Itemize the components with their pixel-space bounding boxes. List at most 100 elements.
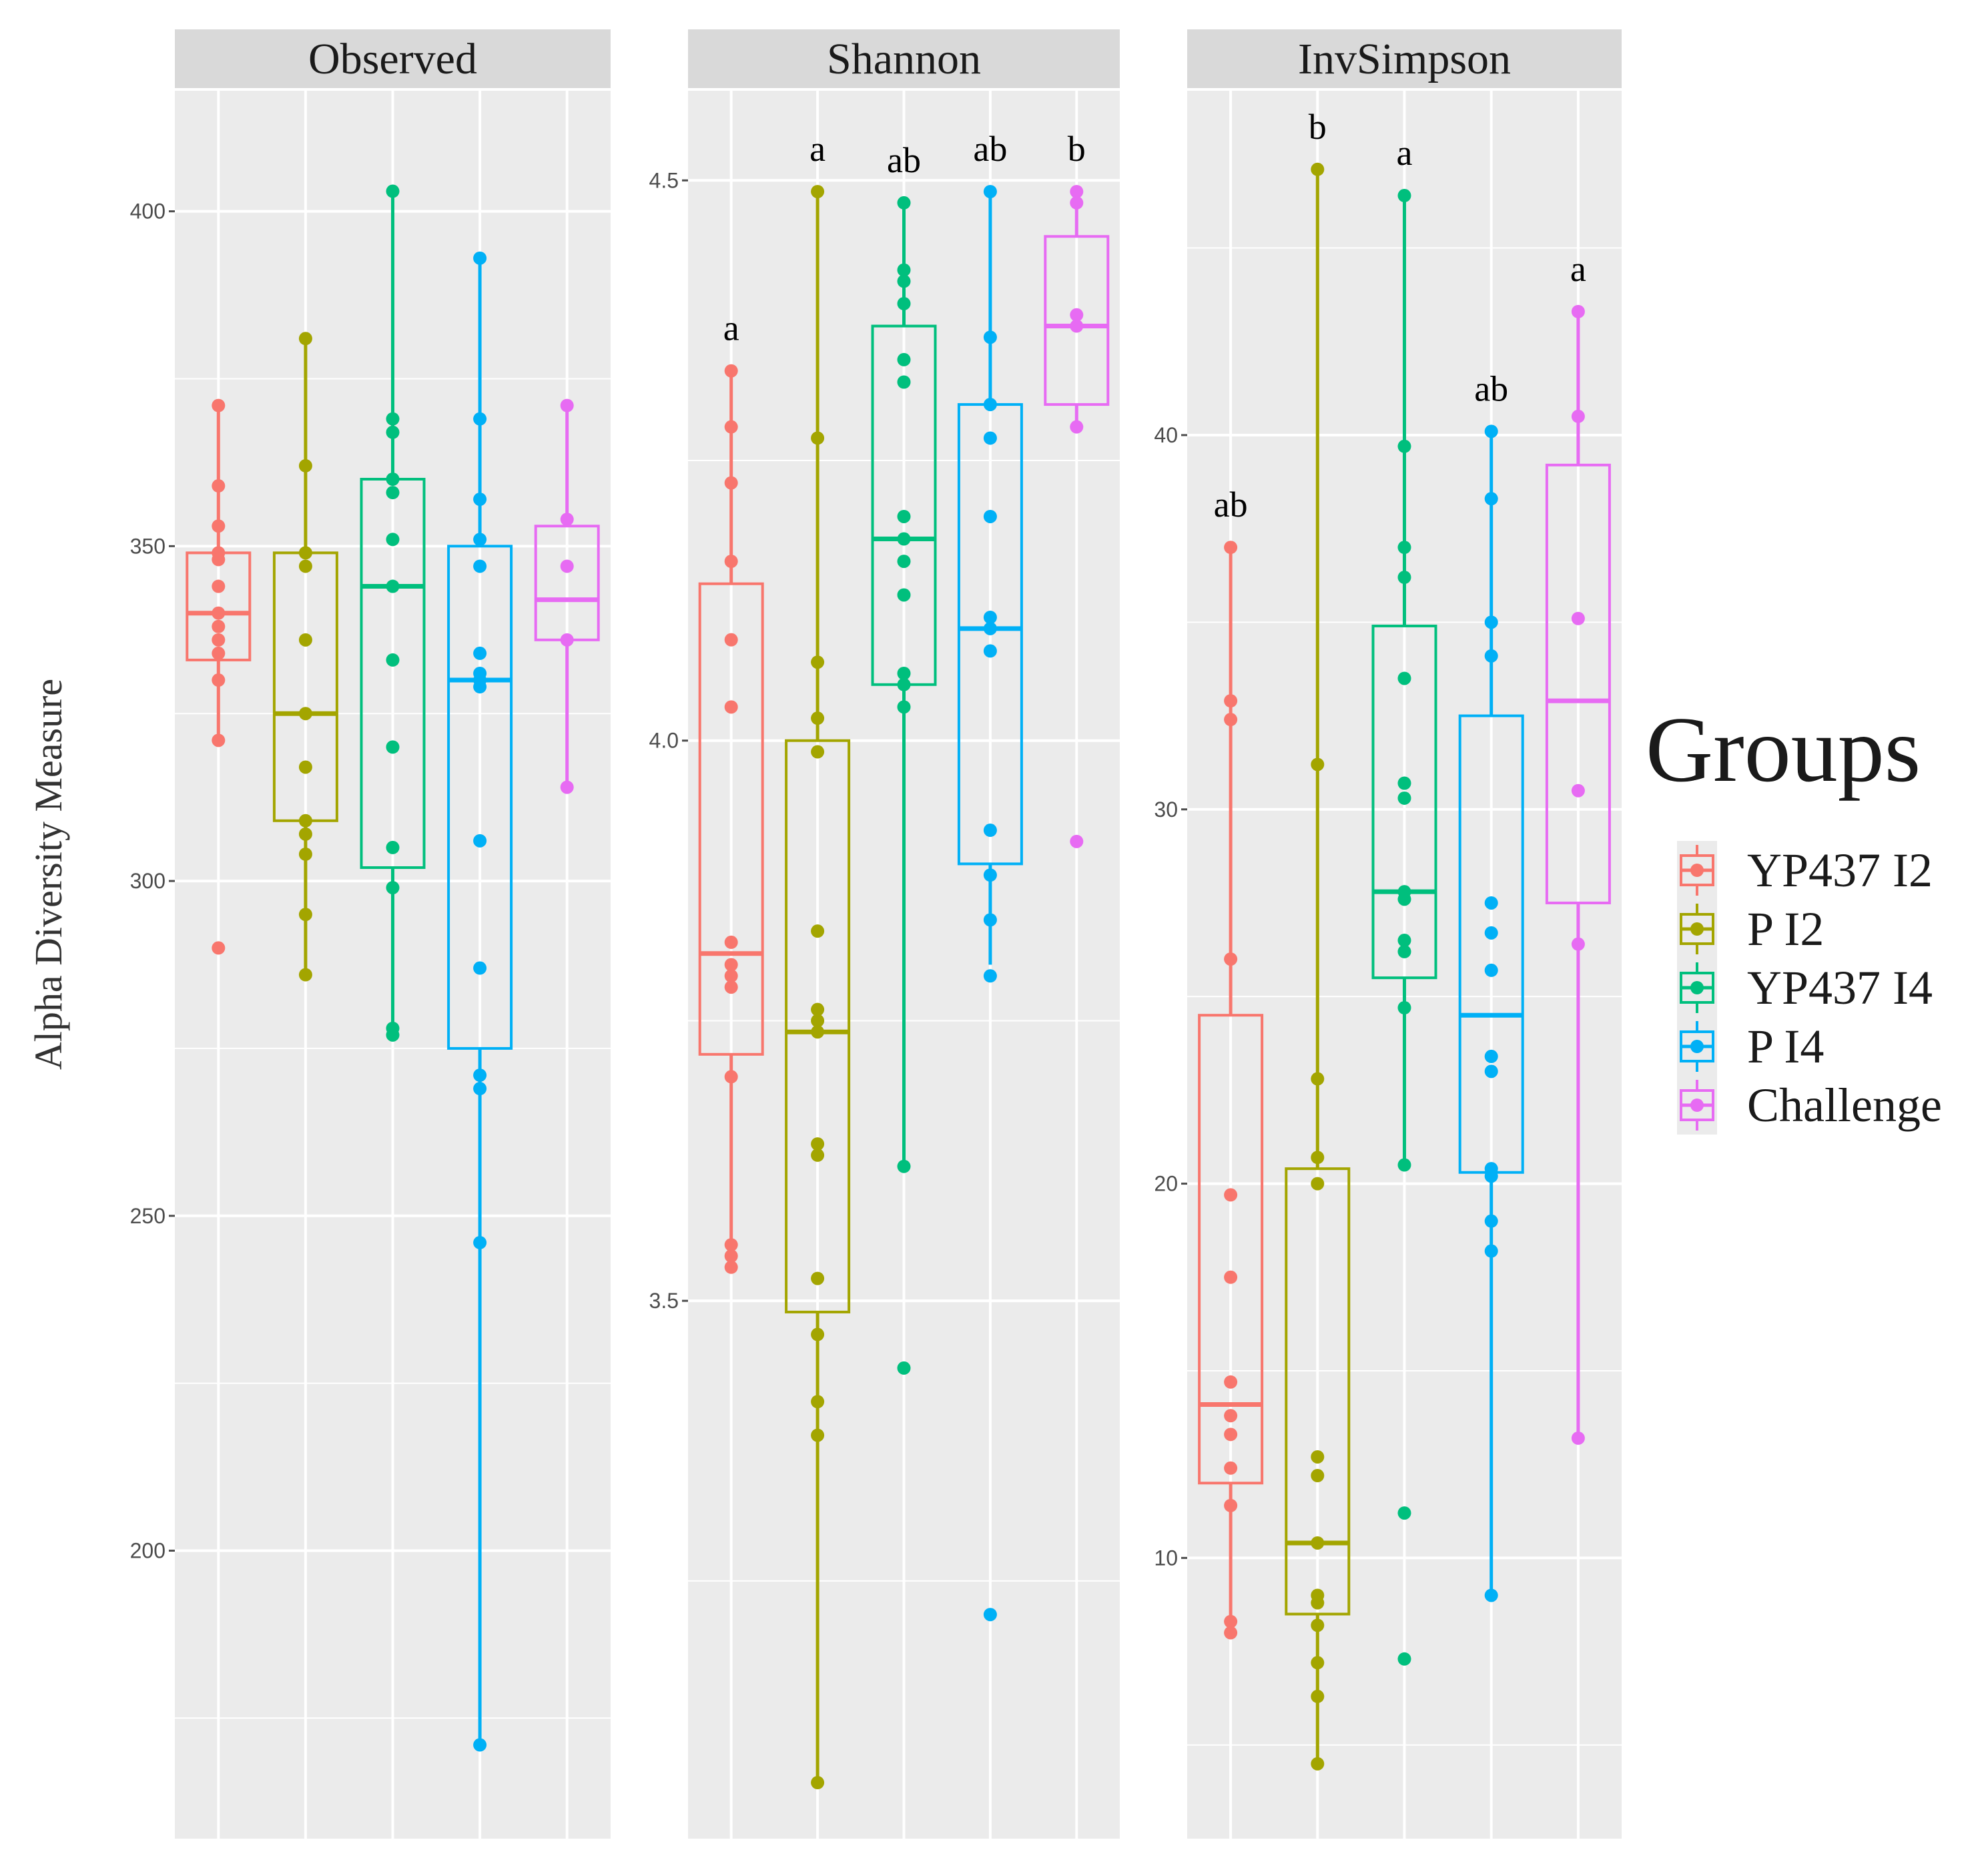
- data-point: [811, 1025, 825, 1039]
- data-point: [473, 533, 487, 547]
- data-point: [386, 486, 400, 500]
- data-point: [724, 1070, 738, 1084]
- box-p-i2: [1285, 169, 1351, 1764]
- data-point: [1397, 571, 1411, 585]
- data-point: [1484, 424, 1498, 438]
- data-point: [897, 196, 911, 210]
- data-point: [1571, 937, 1585, 951]
- data-point: [897, 375, 911, 389]
- data-point: [386, 653, 400, 667]
- data-point: [212, 619, 226, 633]
- legend-item: P I2: [1680, 902, 1824, 956]
- data-point: [212, 673, 226, 687]
- data-point: [983, 330, 997, 344]
- significance-label: ab: [973, 129, 1007, 169]
- data-point: [298, 546, 312, 560]
- data-point: [811, 185, 825, 199]
- box-iqr: [1198, 1014, 1264, 1485]
- data-point: [811, 1014, 825, 1028]
- y-tick-label: 300: [130, 869, 165, 893]
- data-point: [897, 352, 911, 366]
- data-point: [811, 1428, 825, 1442]
- data-point: [811, 1776, 825, 1790]
- data-point: [1311, 1151, 1325, 1165]
- data-point: [983, 611, 997, 625]
- data-point: [473, 559, 487, 573]
- data-point: [1484, 1049, 1498, 1063]
- box-iqr: [1285, 1167, 1351, 1616]
- data-point: [811, 711, 825, 725]
- data-point: [897, 532, 911, 546]
- data-point: [1224, 1614, 1238, 1628]
- data-point: [724, 633, 738, 647]
- legend-label: P I4: [1747, 1020, 1824, 1073]
- data-point: [1311, 1072, 1325, 1086]
- data-point: [897, 555, 911, 569]
- facet-title: InvSimpson: [1298, 35, 1511, 83]
- y-tick-label: 4.0: [649, 729, 679, 753]
- legend-key-point: [1690, 1099, 1704, 1112]
- facet-strip: [1187, 29, 1622, 88]
- data-point: [1311, 1177, 1325, 1191]
- data-point: [897, 588, 911, 602]
- data-point: [1397, 671, 1411, 685]
- data-point: [1070, 308, 1084, 322]
- data-point: [298, 559, 312, 573]
- data-point: [298, 968, 312, 982]
- data-point: [724, 476, 738, 490]
- data-point: [1484, 1244, 1498, 1258]
- data-point: [212, 519, 226, 533]
- data-point: [1484, 1588, 1498, 1602]
- data-point: [560, 513, 574, 527]
- legend-label: YP437 I4: [1747, 961, 1933, 1014]
- data-point: [1484, 963, 1498, 977]
- data-point: [724, 1260, 738, 1274]
- legend-item: Challenge: [1680, 1078, 1942, 1132]
- data-point: [983, 431, 997, 445]
- data-point: [1311, 1596, 1325, 1610]
- data-point: [811, 1271, 825, 1285]
- legend-key-point: [1690, 864, 1704, 877]
- data-point: [1311, 757, 1325, 771]
- data-point: [1397, 892, 1411, 906]
- data-point: [1397, 1158, 1411, 1172]
- y-tick-label: 40: [1154, 423, 1178, 447]
- data-point: [212, 398, 226, 412]
- data-point: [473, 412, 487, 426]
- legend-title: Groups: [1646, 698, 1921, 802]
- significance-label: a: [1397, 133, 1413, 173]
- data-point: [811, 1327, 825, 1341]
- data-point: [298, 827, 312, 841]
- data-point: [983, 969, 997, 983]
- significance-label: b: [1309, 107, 1327, 147]
- data-point: [811, 1137, 825, 1151]
- data-point: [1397, 944, 1411, 958]
- data-point: [724, 980, 738, 994]
- data-point: [1571, 409, 1585, 423]
- data-point: [1311, 1618, 1325, 1632]
- data-point: [1224, 1461, 1238, 1475]
- data-point: [983, 824, 997, 838]
- data-point: [811, 745, 825, 759]
- data-point: [1484, 615, 1498, 629]
- data-point: [386, 579, 400, 593]
- data-point: [724, 1238, 738, 1252]
- data-point: [897, 274, 911, 288]
- legend-key-point: [1690, 1040, 1704, 1053]
- data-point: [1070, 319, 1084, 333]
- data-point: [1571, 1431, 1585, 1445]
- data-point: [1070, 420, 1084, 434]
- box-iqr: [1044, 235, 1110, 406]
- data-point: [1311, 1450, 1325, 1464]
- data-point: [897, 1159, 911, 1173]
- data-point: [983, 185, 997, 199]
- data-point: [1484, 926, 1498, 940]
- data-point: [724, 555, 738, 569]
- data-point: [724, 958, 738, 972]
- data-point: [1224, 1188, 1238, 1202]
- data-point: [386, 184, 400, 198]
- data-point: [983, 621, 997, 635]
